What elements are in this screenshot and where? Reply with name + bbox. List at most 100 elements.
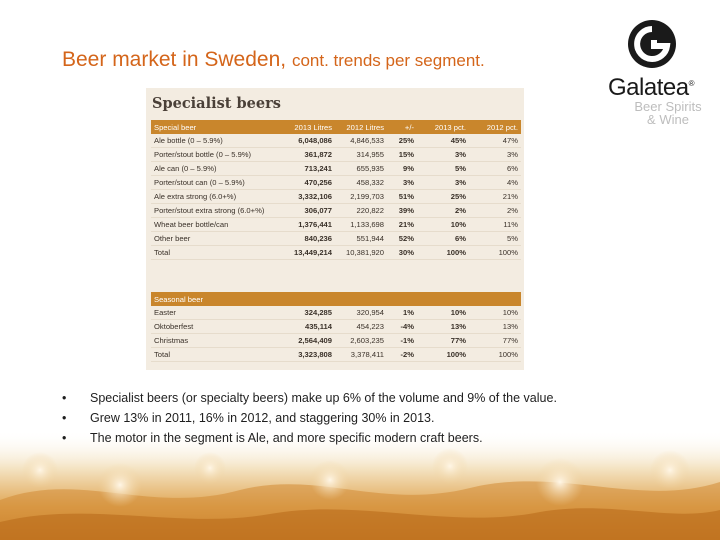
table-row: Porter/stout extra strong (6.0+%) 306,077… (151, 203, 521, 218)
table-cell: 1,376,441 (283, 217, 335, 232)
seasonal-table-body: Easter 324,285 320,954 1% 10% 10% Oktoberfest 4… (151, 306, 521, 362)
table-cell: Ale extra strong (6.0+%) (151, 189, 283, 204)
table-cell: 306,077 (283, 203, 335, 218)
table-cell: 100% (417, 245, 469, 260)
table-cell: 9% (387, 161, 417, 176)
table-cell: 713,241 (283, 161, 335, 176)
table-cell: 30% (387, 245, 417, 260)
table-cell: 2,564,409 (283, 333, 335, 348)
table-row: Total 13,449,214 10,381,920 30% 100% 100% (151, 245, 521, 260)
table-cell: 11% (469, 217, 521, 232)
table-cell: 10% (417, 217, 469, 232)
galatea-g-icon (628, 20, 676, 68)
logo-brand-text: Galatea (608, 74, 689, 101)
table-cell: 361,872 (283, 147, 335, 162)
logo-brand: Galatea® (608, 74, 695, 102)
table-row: Ale can (0 – 5.9%) 713,241 655,935 9% 5% 6% (151, 161, 521, 176)
table-cell: 2,199,703 (335, 189, 387, 204)
bullet-dot: • (62, 411, 67, 425)
slide-title-sub: cont. trends per segment. (291, 51, 485, 70)
table-cell: 220,822 (335, 203, 387, 218)
table-cell: -1% (387, 333, 417, 348)
table-cell: Porter/stout bottle (0 – 5.9%) (151, 147, 283, 162)
table-cell: 3,323,808 (283, 347, 335, 362)
table-cell: 314,955 (335, 147, 387, 162)
table-cell: 1,133,698 (335, 217, 387, 232)
table-cell: 435,114 (283, 319, 335, 334)
table-cell: 3,332,106 (283, 189, 335, 204)
table-cell: 4% (469, 175, 521, 190)
table-cell: -4% (387, 319, 417, 334)
specialist-table-body: Ale bottle (0 – 5.9%) 6,048,086 4,846,533 2… (151, 134, 521, 260)
table-cell: Other beer (151, 231, 283, 246)
panel-title: Specialist beers (152, 95, 281, 112)
bullet-item: • The motor in the segment is Ale, and mo… (62, 428, 682, 448)
table-cell: 10% (417, 306, 469, 320)
table-cell: 13% (469, 319, 521, 334)
column-header (387, 292, 417, 306)
table-cell: 10,381,920 (335, 245, 387, 260)
table-cell: 2,603,235 (335, 333, 387, 348)
bullet-text: Grew 13% in 2011, 16% in 2012, and stagg… (90, 411, 435, 425)
table-cell: 3% (417, 147, 469, 162)
table-cell: 52% (387, 231, 417, 246)
bullet-item: • Specialist beers (or specialty beers) m… (62, 388, 682, 408)
table-cell: 6% (469, 161, 521, 176)
slide-title-main: Beer market in Sweden, (62, 48, 287, 71)
table-cell: Total (151, 245, 283, 260)
registered-mark: ® (688, 79, 695, 88)
table-cell: Ale bottle (0 – 5.9%) (151, 134, 283, 148)
table-cell: 5% (469, 231, 521, 246)
table-cell: 3% (469, 147, 521, 162)
bullet-item: • Grew 13% in 2011, 16% in 2012, and stag… (62, 408, 682, 428)
column-header (417, 292, 469, 306)
table-cell: -2% (387, 347, 417, 362)
table-row: Oktoberfest 435,114 454,223 -4% 13% 13% (151, 319, 521, 334)
table-cell: 2% (417, 203, 469, 218)
specialist-table-header: Special beer 2013 Litres 2012 Litres +/- 201… (151, 120, 521, 134)
table-cell: 1% (387, 306, 417, 320)
table-cell: 470,256 (283, 175, 335, 190)
table-cell: 100% (469, 245, 521, 260)
table-cell: 3% (417, 175, 469, 190)
seasonal-beer-table: Seasonal beer Easter 324,285 320,954 1% 10% 1… (151, 292, 521, 362)
bullet-dot: • (62, 431, 67, 445)
bullet-text: The motor in the segment is Ale, and mor… (90, 431, 483, 445)
table-cell: Porter/stout extra strong (6.0+%) (151, 203, 283, 218)
table-row: Porter/stout bottle (0 – 5.9%) 361,872 314… (151, 147, 521, 162)
bullet-list: • Specialist beers (or specialty beers) m… (62, 388, 682, 448)
table-cell: Ale can (0 – 5.9%) (151, 161, 283, 176)
bullet-dot: • (62, 391, 67, 405)
table-cell: 21% (469, 189, 521, 204)
table-row: Ale extra strong (6.0+%) 3,332,106 2,199,7… (151, 189, 521, 204)
table-cell: 458,332 (335, 175, 387, 190)
table-cell: 320,954 (335, 306, 387, 320)
table-cell: 47% (469, 134, 521, 148)
table-cell: Oktoberfest (151, 319, 283, 334)
table-cell: 39% (387, 203, 417, 218)
table-cell: 25% (387, 134, 417, 148)
logo-tagline-line2: & Wine (647, 112, 689, 127)
table-cell: 840,236 (283, 231, 335, 246)
logo-tagline-line1: Beer Spirits (634, 99, 702, 114)
column-header: Special beer (151, 120, 283, 134)
galatea-logo: Galatea® Beer Spirits & Wine (604, 18, 716, 128)
column-header: 2013 Litres (283, 120, 335, 134)
table-cell: Total (151, 347, 283, 362)
table-cell: 6% (417, 231, 469, 246)
table-cell: 13% (417, 319, 469, 334)
column-header: Seasonal beer (151, 292, 283, 306)
table-row: Christmas 2,564,409 2,603,235 -1% 77% 77% (151, 333, 521, 348)
table-row: Total 3,323,808 3,378,411 -2% 100% 100% (151, 347, 521, 362)
table-cell: Christmas (151, 333, 283, 348)
table-cell: 21% (387, 217, 417, 232)
table-cell: 45% (417, 134, 469, 148)
table-cell: Wheat beer bottle/can (151, 217, 283, 232)
table-cell: 77% (469, 333, 521, 348)
table-cell: 51% (387, 189, 417, 204)
table-cell: 6,048,086 (283, 134, 335, 148)
table-cell: 3% (387, 175, 417, 190)
table-row: Other beer 840,236 551,944 52% 6% 5% (151, 231, 521, 246)
table-row: Porter/stout can (0 – 5.9%) 470,256 458,33… (151, 175, 521, 190)
